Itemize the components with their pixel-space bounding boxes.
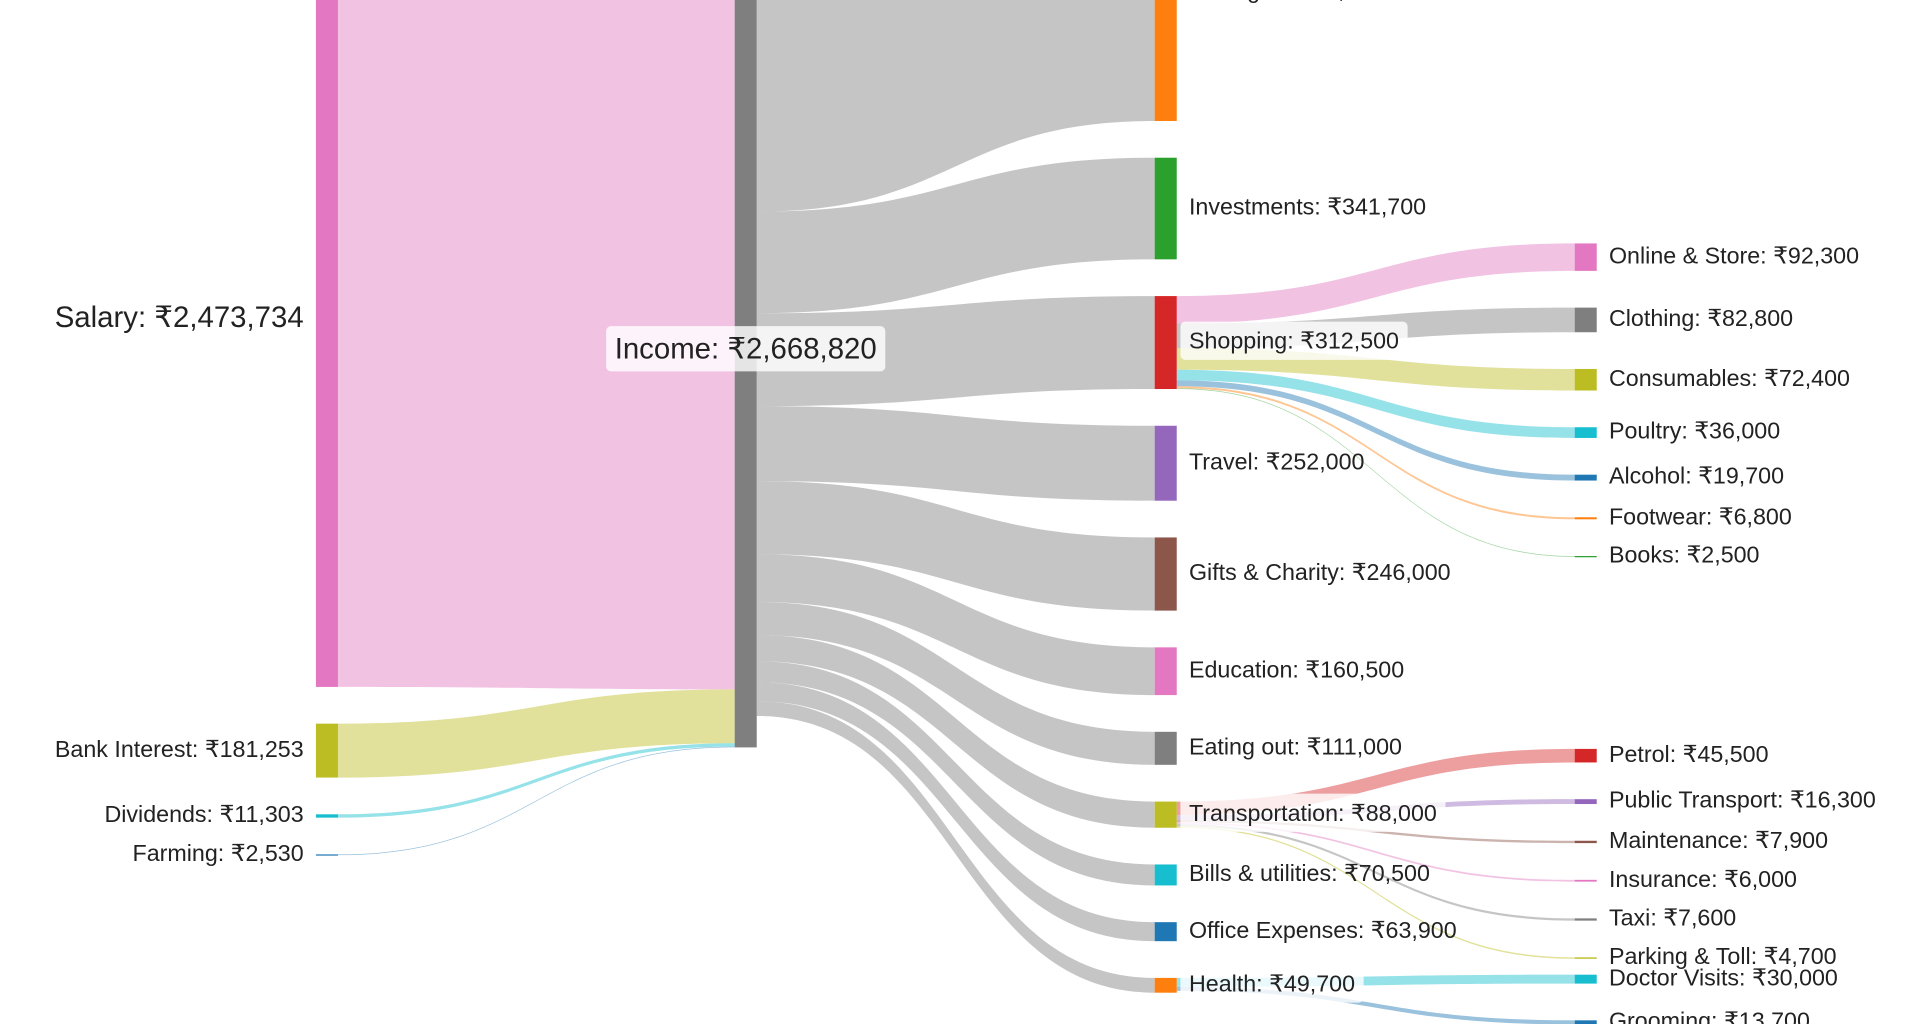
link [756, 481, 1155, 611]
links [337, 0, 1575, 1024]
node [1574, 957, 1597, 959]
link [1176, 826, 1575, 959]
node [1154, 864, 1177, 886]
link [756, 701, 1155, 993]
node-label: Savings: ₹867,320 [1189, 0, 1384, 3]
node [315, 0, 338, 687]
node [1154, 296, 1177, 390]
node [1154, 537, 1177, 611]
link [1176, 369, 1575, 438]
node-label: Books: ₹2,500 [1609, 542, 1760, 568]
node [1154, 647, 1177, 696]
node-label: Gifts & Charity: ₹246,000 [1189, 559, 1451, 585]
node-label: Travel: ₹252,000 [1189, 448, 1365, 474]
node-label: Doctor Visits: ₹30,000 [1609, 964, 1838, 990]
link [337, 746, 735, 856]
link [1176, 824, 1575, 921]
node [1574, 974, 1597, 984]
link [1176, 243, 1575, 324]
link [756, 406, 1155, 501]
node-label: Transportation: ₹88,000 [1189, 800, 1437, 826]
node [1574, 427, 1597, 438]
node-label: Maintenance: ₹7,900 [1609, 827, 1828, 853]
node [1574, 474, 1597, 481]
link [1176, 386, 1575, 520]
link [1176, 822, 1575, 882]
nodes [315, 0, 1597, 1024]
node-label: Farming: ₹2,530 [133, 840, 304, 866]
node-label: Parking & Toll: ₹4,700 [1609, 943, 1837, 969]
node [1154, 0, 1177, 121]
node [1574, 517, 1597, 520]
label-background [606, 326, 886, 372]
node-label: Public Transport: ₹16,300 [1609, 787, 1876, 813]
link [756, 602, 1155, 765]
node [1574, 556, 1597, 558]
node [1154, 977, 1177, 993]
node-label: Office Expenses: ₹63,900 [1189, 917, 1457, 943]
node [1574, 748, 1597, 763]
node-label: Investments: ₹341,700 [1189, 194, 1426, 220]
node-label: Grooming: ₹13,700 [1609, 1008, 1810, 1024]
node-label: Clothing: ₹82,800 [1609, 305, 1793, 331]
labels: Salary: ₹2,473,734 Bank Interest: ₹181,25… [55, 0, 1876, 1024]
node [1154, 157, 1177, 260]
link [337, 0, 735, 690]
link [1176, 388, 1575, 557]
node [315, 723, 338, 778]
node-label: Footwear: ₹6,800 [1609, 503, 1792, 529]
link [756, 682, 1155, 942]
node-label: Bank Interest: ₹181,253 [55, 736, 304, 762]
node-label: Consumables: ₹72,400 [1609, 365, 1850, 391]
node-label: Shopping: ₹312,500 [1189, 328, 1399, 354]
node [1574, 243, 1597, 271]
label-background [1180, 321, 1408, 360]
node [1574, 840, 1597, 844]
link [337, 689, 735, 778]
node [315, 854, 338, 856]
node [1154, 922, 1177, 942]
link [756, 157, 1155, 314]
node-label: Poultry: ₹36,000 [1609, 418, 1780, 444]
link [337, 743, 735, 818]
node-label: Education: ₹160,500 [1189, 656, 1404, 682]
node [1574, 307, 1597, 333]
node-label: Health: ₹49,700 [1189, 970, 1355, 996]
node-label: Petrol: ₹45,500 [1609, 741, 1769, 767]
node-label: Online & Store: ₹92,300 [1609, 242, 1859, 268]
node [1574, 918, 1597, 921]
label-background [1180, 793, 1446, 832]
link [756, 661, 1155, 886]
link [1176, 380, 1575, 481]
node [734, 0, 757, 748]
node-label: Alcohol: ₹19,700 [1609, 463, 1784, 489]
node [1154, 801, 1177, 828]
node [1154, 425, 1177, 501]
link [756, 554, 1155, 696]
node-label: Salary: ₹2,473,734 [55, 301, 304, 334]
node [1574, 368, 1597, 391]
node [1574, 1020, 1597, 1024]
link [756, 0, 1155, 212]
link [756, 635, 1155, 828]
node-label: Taxi: ₹7,600 [1609, 905, 1736, 931]
label-background [1180, 964, 1364, 1003]
node-label: Eating out: ₹111,000 [1189, 733, 1402, 759]
node [1154, 731, 1177, 765]
node [1574, 879, 1597, 882]
link [756, 296, 1155, 407]
node [315, 814, 338, 818]
node-label: Income: ₹2,668,820 [615, 332, 877, 365]
link [1176, 986, 1575, 1024]
node-label: Dividends: ₹11,303 [104, 801, 303, 827]
node-label: Bills & utilities: ₹70,500 [1189, 860, 1430, 886]
node [1574, 799, 1597, 805]
node-label: Insurance: ₹6,000 [1609, 866, 1797, 892]
